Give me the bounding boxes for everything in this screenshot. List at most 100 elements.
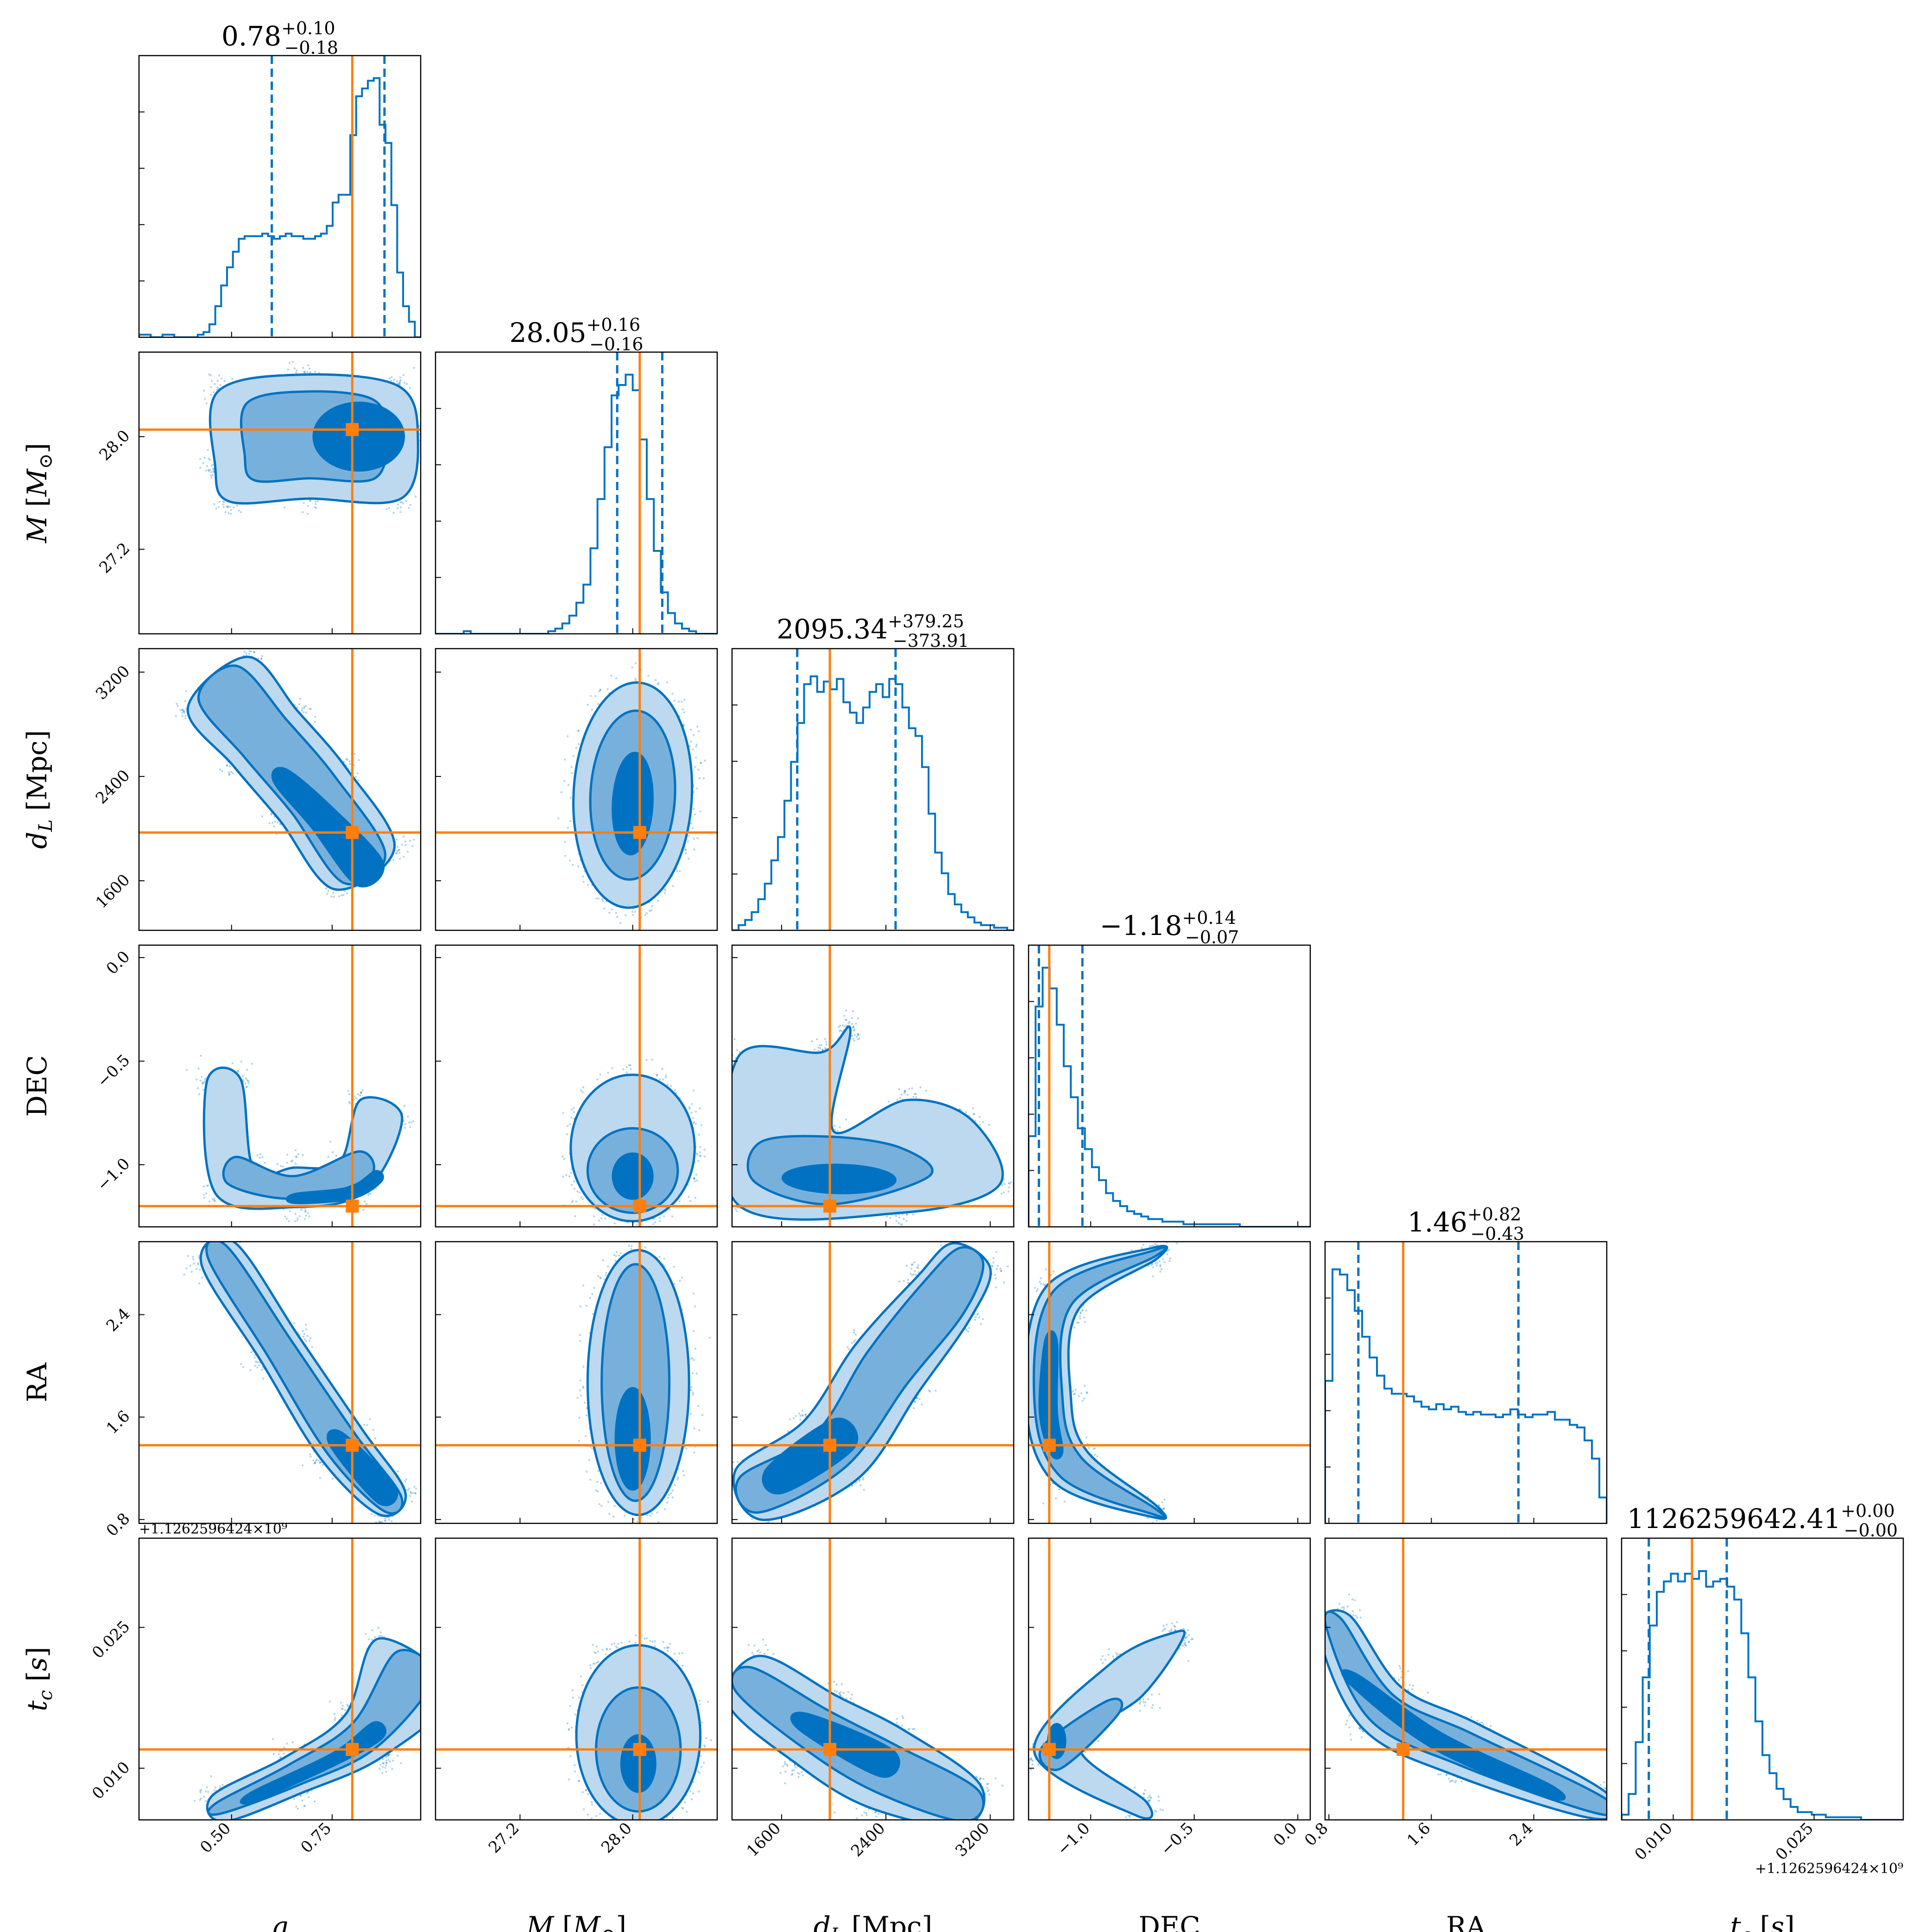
- sample-point: [688, 858, 690, 860]
- sample-point: [605, 1274, 607, 1276]
- sample-point: [261, 1156, 264, 1158]
- y-tick-label: 28.0: [96, 426, 134, 464]
- sample-point: [585, 1789, 587, 1792]
- sample-point: [302, 366, 304, 369]
- sample-point: [253, 1357, 256, 1359]
- panel-frame: [731, 648, 1015, 931]
- sample-point: [821, 1049, 824, 1051]
- sample-point: [898, 1281, 901, 1283]
- sample-point: [199, 1080, 202, 1082]
- sample-point: [353, 1095, 355, 1098]
- sample-point: [409, 1495, 411, 1497]
- sample-point: [959, 1233, 960, 1235]
- sample-point: [270, 813, 272, 816]
- sample-point: [264, 1162, 266, 1164]
- sample-point: [1138, 1703, 1141, 1705]
- sample-point: [1599, 1824, 1601, 1825]
- sample-point: [402, 502, 404, 505]
- histogram-panel-dL: 2095.34+379.25 −373.91: [731, 611, 1015, 931]
- x-axis-label-tc: tc [s]: [1730, 1911, 1794, 1932]
- sample-point: [453, 1686, 455, 1688]
- sample-point: [272, 1738, 274, 1740]
- sample-point: [1030, 1758, 1033, 1760]
- sample-point: [1183, 1639, 1186, 1642]
- sample-point: [589, 1297, 592, 1299]
- sample-point: [1449, 1780, 1452, 1783]
- sample-point: [962, 1825, 964, 1826]
- sample-point: [1358, 1727, 1361, 1730]
- sample-point: [1143, 1793, 1145, 1795]
- contour-level-3: [271, 767, 385, 888]
- sample-point: [199, 1789, 202, 1792]
- sample-point: [1315, 1633, 1317, 1635]
- sample-point: [570, 1726, 573, 1729]
- sample-point: [901, 1715, 904, 1718]
- sample-point: [1161, 1501, 1163, 1503]
- sample-point: [315, 1460, 317, 1462]
- sample-point: [751, 1518, 753, 1520]
- sample-point: [903, 1092, 906, 1094]
- sample-point: [1184, 1636, 1187, 1639]
- sample-point: [1148, 1799, 1150, 1802]
- sample-point: [399, 506, 402, 508]
- sample-point: [859, 1484, 862, 1487]
- x-tick-label: 0.75: [297, 1819, 335, 1857]
- sample-point: [1084, 1321, 1086, 1323]
- sample-point: [1022, 1395, 1023, 1397]
- sample-point: [992, 1261, 995, 1264]
- sample-point: [594, 1662, 596, 1665]
- sample-point: [239, 1236, 241, 1238]
- sample-point: [1411, 1688, 1414, 1690]
- sample-point: [357, 1093, 359, 1096]
- sample-point: [581, 875, 584, 878]
- sample-point: [1599, 1784, 1602, 1786]
- sample-point: [1359, 1728, 1361, 1730]
- sample-point: [669, 1209, 671, 1211]
- sample-point: [693, 1451, 695, 1454]
- sample-point: [863, 1489, 865, 1491]
- contour-level-3: [1341, 1669, 1566, 1801]
- sample-point: [1184, 1642, 1187, 1644]
- x-axis-label-q: q: [271, 1911, 288, 1932]
- sample-point: [331, 1151, 334, 1154]
- sample-point: [1147, 1496, 1149, 1498]
- contour-panel-M-vs-q: [138, 351, 422, 635]
- sample-point: [915, 1093, 917, 1095]
- sample-point: [991, 1264, 993, 1267]
- sample-point: [397, 503, 399, 506]
- sample-point: [248, 653, 251, 655]
- sample-point: [176, 702, 178, 705]
- y-offset-label: +1.1262596424×10⁹: [139, 1521, 287, 1537]
- sample-point: [395, 838, 398, 841]
- sample-point: [291, 1741, 294, 1743]
- sample-point: [1359, 1609, 1361, 1611]
- sample-point: [1170, 1628, 1173, 1630]
- sample-point: [664, 1508, 666, 1510]
- sample-point: [912, 1728, 914, 1730]
- sample-point: [192, 1258, 195, 1261]
- sample-point: [795, 1766, 797, 1768]
- sample-point: [407, 1115, 409, 1118]
- sample-point: [226, 764, 228, 767]
- sample-point: [260, 1369, 263, 1371]
- sample-point: [961, 1235, 963, 1237]
- sample-point: [570, 1183, 573, 1186]
- sample-point: [1076, 1321, 1078, 1324]
- panel-frame: [138, 1537, 422, 1821]
- sample-point: [979, 1323, 982, 1325]
- sample-point: [691, 1798, 693, 1800]
- sample-point: [311, 1346, 313, 1348]
- sample-point: [585, 1305, 588, 1307]
- sample-point: [615, 1645, 617, 1648]
- sample-point: [384, 1520, 386, 1522]
- sample-point: [801, 1414, 803, 1416]
- sample-point: [657, 1827, 659, 1829]
- sample-point: [1188, 1634, 1190, 1636]
- sample-point: [724, 1698, 726, 1700]
- sample-point: [840, 1691, 842, 1693]
- sample-point: [333, 896, 335, 898]
- sample-point: [847, 1348, 850, 1351]
- x-axis-label-dL: dL [Mpc]: [814, 1911, 932, 1932]
- sample-point: [753, 1644, 756, 1647]
- sample-point: [408, 1121, 410, 1124]
